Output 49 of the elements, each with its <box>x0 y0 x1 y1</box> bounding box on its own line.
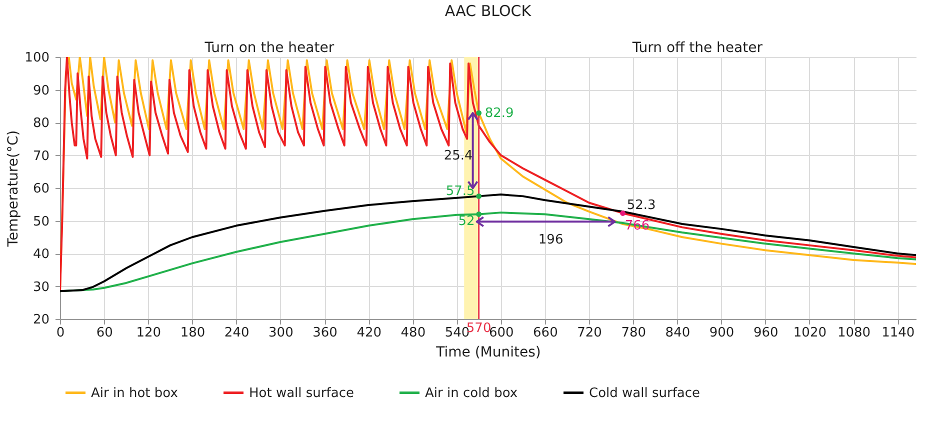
x-tick-label: 240 <box>224 326 250 340</box>
x-tick-label: 1020 <box>793 326 827 340</box>
x-axis-title: Time (Munites) <box>435 344 541 360</box>
x-tick-label: 1140 <box>882 326 915 340</box>
y-tick-label: 70 <box>32 148 50 164</box>
legend-label: Air in cold box <box>425 386 518 401</box>
legend-label: Hot wall surface <box>249 386 354 401</box>
point <box>620 210 626 216</box>
data-label: 57.5 <box>446 184 475 200</box>
annotation: 196 <box>538 232 564 248</box>
data-label: 52.3 <box>626 198 656 214</box>
text: Turn on the heater <box>204 40 334 56</box>
y-tick-label: 90 <box>32 83 50 98</box>
data-label: 52 <box>458 214 475 230</box>
x-tick-label: 300 <box>268 326 294 340</box>
x-tick-label: 780 <box>621 326 646 340</box>
x-tick-label: 360 <box>312 326 338 340</box>
point <box>476 110 482 116</box>
y-tick-label: 100 <box>24 50 50 66</box>
x-tick-label: 480 <box>400 326 426 340</box>
x-tick-label: 960 <box>753 326 778 340</box>
x-tick-label: 660 <box>533 326 558 340</box>
x-tick-label: 420 <box>356 326 382 340</box>
x-tick-label: 900 <box>709 326 734 340</box>
x-tick-label: 60 <box>96 326 113 340</box>
x-tick-label: 840 <box>665 326 690 340</box>
x-tick-label: 720 <box>577 326 602 340</box>
text: Turn off the heater <box>631 40 763 56</box>
line-series <box>60 194 916 292</box>
y-axis-title: Temperature(°C) <box>6 130 22 248</box>
y-tick-label: 50 <box>32 214 50 230</box>
y-tick-label: 30 <box>32 280 50 295</box>
annotation: 25.4 <box>444 148 473 164</box>
data-label: 82.9 <box>484 106 514 122</box>
chart-title: AAC BLOCK <box>444 2 532 20</box>
line-series <box>60 57 916 292</box>
x-tick-label: 120 <box>136 326 162 340</box>
point <box>476 193 482 199</box>
legend-label: Cold wall surface <box>589 386 700 401</box>
x-tick-label: 0 <box>56 326 65 340</box>
y-tick-label: 20 <box>32 312 50 328</box>
y-tick-label: 60 <box>32 182 50 196</box>
legend-label: Air in hot box <box>91 386 178 401</box>
y-tick-label: 40 <box>32 247 50 262</box>
annotation: 766 <box>624 218 650 234</box>
y-tick-label: 80 <box>32 116 50 131</box>
point <box>476 211 482 217</box>
x-tick-label: 180 <box>180 326 206 340</box>
x-tick-label: 1080 <box>838 326 871 340</box>
